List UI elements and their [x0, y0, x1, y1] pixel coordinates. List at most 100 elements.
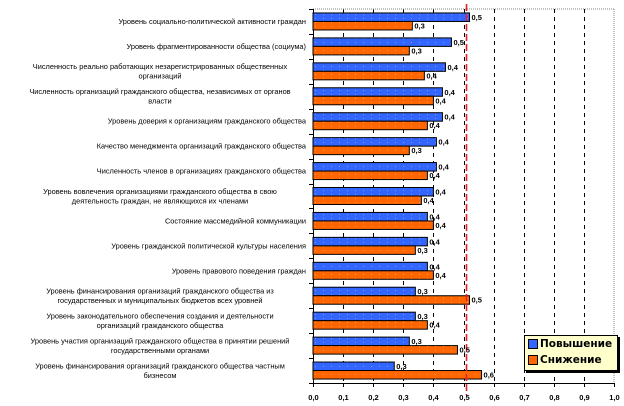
category-label: Уровень правового поведения граждан [172, 266, 306, 275]
category-label-line: организаций [138, 72, 181, 81]
data-label-decrease: 0,4 [435, 96, 446, 105]
category-label: Уровень финансирования организаций гражд… [46, 286, 274, 305]
category-label-line: государственными органами [111, 346, 209, 355]
bar-increase [312, 12, 471, 22]
data-label-increase: 0,5 [453, 38, 463, 47]
data-label-increase: 0,4 [444, 113, 455, 122]
x-tick-label: 0,0 [308, 393, 318, 402]
bar-increase [312, 37, 452, 47]
data-label-increase: 0,3 [411, 337, 421, 346]
category-label-line: бизнесом [144, 371, 177, 380]
data-label-decrease: 0,3 [417, 246, 427, 255]
x-tick-label: 0,5 [459, 393, 469, 402]
data-label-decrease: 0,4 [429, 121, 440, 130]
bars [312, 12, 483, 380]
bar-increase [312, 137, 437, 147]
bar-decrease [312, 245, 416, 255]
bar-decrease [312, 70, 425, 81]
category-label: Уровень финансирования организаций гражд… [35, 361, 285, 380]
category-label: Состояние массмедийной коммуникации [165, 216, 306, 225]
bar-increase [312, 336, 410, 347]
x-tick-label: 0,1 [338, 393, 348, 402]
category-label-line: государственных и муниципальных бюджетов… [57, 296, 262, 305]
x-tick-label: 1,0 [609, 393, 619, 402]
data-label-decrease: 0,3 [411, 146, 421, 155]
data-label-decrease: 0,4 [429, 321, 440, 330]
labels: 0,0 0,1 0,2 0,3 0,4 0,5 0,6 0,7 0,8 0,9 1,00,50,3У… [29, 13, 619, 402]
data-label-increase: 0,4 [438, 138, 449, 147]
legend-item-decrease: Снижение [525, 352, 617, 368]
category-label: Уровень доверия к организациям гражданск… [108, 117, 307, 126]
category-label-line: Уровень вовлечения организациями граждан… [43, 187, 277, 196]
bar-decrease [312, 120, 428, 131]
category-label-line: Уровень доверия к организациям гражданск… [108, 117, 307, 126]
bar-decrease [312, 145, 410, 156]
legend-label-increase: Повышение [540, 338, 613, 350]
category-label: Численность членов в организациях гражда… [97, 167, 307, 176]
bar-increase [312, 112, 443, 122]
category-label-line: Качество менеджмента организаций граждан… [97, 142, 307, 151]
x-tick-label: 0,4 [428, 393, 439, 402]
category-label-line: Численность членов в организациях гражда… [97, 167, 307, 176]
bar-increase [312, 286, 416, 297]
data-label-increase: 0,4 [444, 88, 455, 97]
data-label-increase: 0,3 [396, 362, 406, 371]
bar-increase [312, 236, 428, 247]
category-label: Уровень законодательного обеспечения соз… [46, 311, 273, 330]
data-label-decrease: 0,5 [459, 346, 469, 355]
category-label-line: Численность организаций гражданского общ… [29, 87, 290, 96]
data-label-decrease: 0,4 [435, 271, 446, 280]
data-label-decrease: 0,3 [411, 46, 421, 55]
bar-increase [312, 211, 428, 222]
data-label-increase: 0,4 [429, 262, 440, 271]
bar-decrease [312, 320, 428, 330]
data-label-decrease: 0,4 [426, 71, 437, 80]
x-tick-label: 0,7 [519, 393, 529, 402]
category-label: Численность организаций гражданского общ… [29, 87, 290, 106]
category-label: Уровень гражданской политической культур… [111, 241, 306, 250]
category-label-line: организаций гражданского общества [97, 321, 225, 330]
x-tick-label: 0,2 [368, 393, 378, 402]
category-label-line: Уровень финансирования организаций гражд… [35, 361, 285, 370]
data-label-increase: 0,4 [438, 163, 449, 172]
data-label-decrease: 0,5 [472, 296, 482, 305]
data-label-decrease: 0,4 [435, 221, 446, 230]
data-label-increase: 0,3 [417, 287, 427, 296]
legend-swatch-decrease [528, 355, 538, 365]
x-tick-label: 0,9 [579, 393, 589, 402]
category-label-line: Уровень законодательного обеспечения соз… [46, 311, 273, 320]
category-label-line: Уровень правового поведения граждан [172, 266, 306, 275]
category-label: Уровень фрагментированности общества (со… [126, 42, 306, 51]
bar-increase [312, 361, 395, 372]
bar-decrease [312, 20, 413, 31]
category-label-line: Состояние массмедийной коммуникации [165, 216, 306, 225]
bar-decrease [312, 270, 434, 280]
legend: Повышение Снижение [524, 335, 618, 371]
data-label-increase: 0,4 [429, 212, 440, 221]
bar-increase [312, 62, 446, 72]
data-label-decrease: 0,6 [484, 371, 494, 380]
bar-decrease [312, 195, 422, 205]
bar-decrease [312, 95, 434, 106]
data-label-increase: 0,4 [447, 63, 458, 72]
data-label-decrease: 0,4 [423, 196, 434, 205]
bar-decrease [312, 220, 434, 230]
bar-decrease [312, 170, 428, 181]
category-label: Численность реально работающих незарегис… [33, 62, 288, 81]
category-label: Уровень участия организаций гражданского… [31, 336, 290, 355]
bar-increase [312, 87, 443, 97]
category-label-line: Уровень социально-политической активност… [118, 17, 306, 26]
x-tick-label: 0,3 [398, 393, 408, 402]
legend-item-increase: Повышение [525, 336, 617, 352]
category-label-line: власти [148, 97, 171, 106]
data-label-decrease: 0,4 [429, 171, 440, 180]
category-label-line: Численность реально работающих незарегис… [33, 62, 288, 71]
legend-label-decrease: Снижение [540, 354, 602, 366]
category-label: Уровень вовлечения организациями граждан… [43, 187, 277, 206]
bar-increase [312, 311, 416, 322]
bar-increase [312, 261, 428, 272]
legend-swatch-increase [528, 339, 538, 349]
x-tick-label: 0,8 [549, 393, 559, 402]
category-label-line: Уровень гражданской политической культур… [111, 241, 306, 250]
